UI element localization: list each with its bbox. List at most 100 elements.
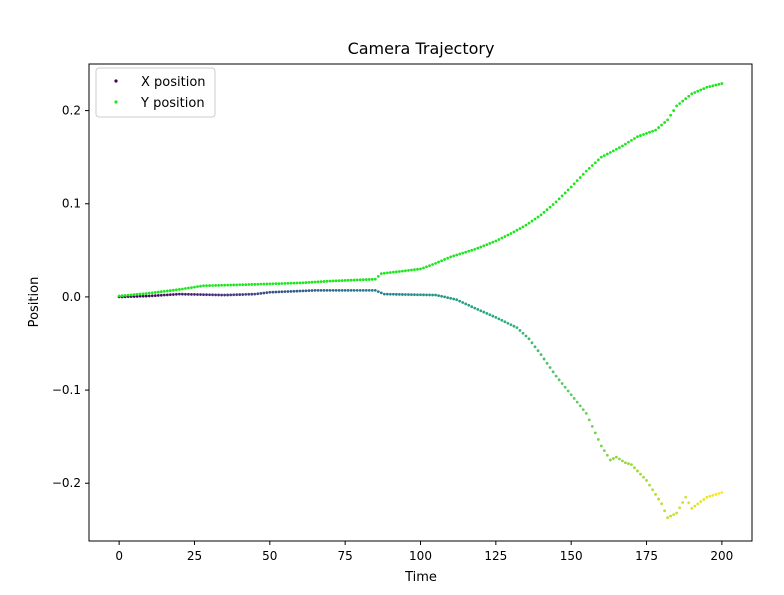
y-position-point [382,271,386,275]
y-position-point [657,126,660,129]
y-position-point [120,294,124,298]
y-position-point [578,176,582,179]
y-position-point [295,281,299,285]
x-position-point [437,294,440,298]
y-position-point [265,282,269,286]
y-position-point [196,285,199,289]
x-position-point [672,513,676,517]
x-position-point [223,293,227,297]
x-position-point [313,288,317,292]
x-position-point [512,324,516,328]
y-position-point [394,270,398,274]
x-position-point [153,294,157,298]
x-position-point [554,374,558,378]
x-position-point [572,397,576,400]
y-position-point [123,294,127,297]
x-position-point [488,313,492,317]
x-position-point [168,293,172,297]
x-position-point [265,291,269,295]
x-position-point [681,501,685,504]
x-position-point [259,291,263,295]
y-position-point [235,283,239,287]
x-position-point [226,293,230,297]
x-position-point [494,316,498,319]
x-position-point [636,469,639,473]
x-position-point [190,292,193,296]
x-position-point [566,389,570,393]
y-position-point [419,267,422,271]
x-position-point [509,323,513,327]
y-position-point [557,197,561,201]
x-position-point [292,289,296,293]
y-position-point [587,166,591,170]
y-position-point [494,239,498,243]
y-position-point [401,269,404,273]
y-position-point [193,285,196,289]
y-position-point [482,244,486,248]
x-position-point [407,293,410,296]
y-axis: −0.2 −0.1 0.0 0.1 0.2 [52,104,89,490]
legend-marker-x [114,79,118,83]
x-position-point [717,492,721,495]
x-position-point [413,293,416,297]
y-position-point [434,261,437,265]
x-position-point [473,306,477,310]
y-position-point [452,254,456,258]
x-position-point [238,293,242,296]
y-position-point [147,291,151,295]
y-position-point [428,264,431,268]
x-position-point [181,292,184,296]
x-position-point [542,357,546,361]
x-position-point [602,449,606,453]
y-position-point [497,238,501,241]
x-position-point [654,493,657,496]
y-position-point [696,89,700,93]
x-position-point [304,289,308,293]
y-position-point [624,142,627,146]
y-position-point [159,290,163,294]
y-position-point [205,284,208,288]
y-position-point [274,282,278,286]
x-position-point [530,341,534,345]
y-position-point [563,191,567,195]
x-position-point [666,516,670,520]
x-position-point [548,366,552,369]
x-position-point [247,292,251,296]
x-tick-label: 125 [484,549,507,563]
x-position-point [352,288,356,292]
y-position-point [467,249,471,253]
x-position-point [422,293,425,297]
y-position-point [464,250,468,254]
y-position-point [593,161,597,165]
x-position-point [624,461,627,465]
y-position-point [714,83,718,87]
x-position-point [581,408,585,412]
y-position-point [425,265,428,269]
x-position-point [277,290,281,294]
y-position-point [614,147,618,151]
x-position-point [630,463,633,467]
y-position-point [569,185,573,189]
x-position-point [410,293,413,297]
x-position-point [702,498,706,501]
y-position-point [156,290,160,294]
y-position-point [307,280,311,284]
y-position-point [461,251,465,255]
x-position-point [669,514,673,518]
x-position-point [388,292,392,296]
y-position-point [280,282,284,285]
x-position-point [645,479,648,482]
y-position-point [229,283,233,287]
x-position-point [618,457,621,461]
y-position-point [470,248,474,252]
x-position-point [416,293,419,297]
y-position-point [313,280,317,284]
y-position-point [340,279,344,282]
x-position-point [464,302,468,306]
x-position-point [633,466,636,470]
x-tick-label: 0 [115,549,123,563]
y-position-point [349,278,353,282]
x-position-point [563,385,567,389]
y-position-point [379,272,383,276]
y-position-point [117,294,121,298]
